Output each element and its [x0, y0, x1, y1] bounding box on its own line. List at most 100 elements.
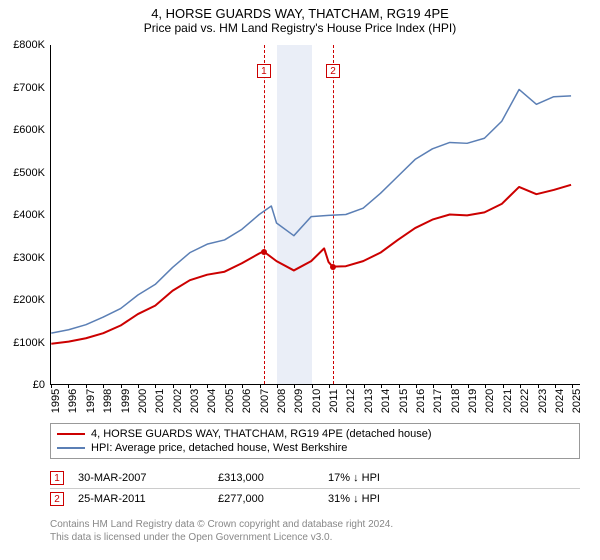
- x-axis-tick: [260, 384, 261, 388]
- page-subtitle: Price paid vs. HM Land Registry's House …: [0, 21, 600, 39]
- y-axis-label: £700K: [0, 82, 45, 94]
- x-axis-label: 2009: [293, 389, 305, 413]
- x-axis-label: 2001: [154, 389, 166, 413]
- x-axis-tick: [121, 384, 122, 388]
- x-axis-label: 2017: [432, 389, 444, 413]
- x-axis-label: 2015: [398, 389, 410, 413]
- transaction-price: £313,000: [218, 472, 328, 484]
- y-axis-label: £300K: [0, 252, 45, 264]
- transaction-date: 25-MAR-2011: [78, 493, 218, 505]
- x-axis-tick: [242, 384, 243, 388]
- x-axis-tick: [294, 384, 295, 388]
- plot-marker-label: 1: [257, 64, 271, 78]
- y-axis-label: £400K: [0, 209, 45, 221]
- x-axis-tick: [485, 384, 486, 388]
- transactions-table: 1 30-MAR-2007£313,00017% ↓ HPI 2 25-MAR-201…: [50, 468, 580, 509]
- x-axis-label: 2025: [571, 389, 583, 413]
- x-axis-tick: [225, 384, 226, 388]
- x-axis-tick: [451, 384, 452, 388]
- y-axis-label: £100K: [0, 337, 45, 349]
- legend-item: HPI: Average price, detached house, West…: [57, 442, 573, 454]
- transaction-diff: 31% ↓ HPI: [328, 493, 580, 505]
- x-axis-label: 1999: [120, 389, 132, 413]
- legend-item: 4, HORSE GUARDS WAY, THATCHAM, RG19 4PE …: [57, 428, 573, 440]
- transaction-price: £277,000: [218, 493, 328, 505]
- x-axis-label: 2022: [519, 389, 531, 413]
- x-axis-label: 2007: [259, 389, 271, 413]
- legend-label: 4, HORSE GUARDS WAY, THATCHAM, RG19 4PE …: [91, 428, 432, 440]
- x-axis-tick: [520, 384, 521, 388]
- x-axis-label: 2005: [224, 389, 236, 413]
- x-axis-label: 2006: [241, 389, 253, 413]
- footnote-line: This data is licensed under the Open Gov…: [50, 531, 580, 544]
- x-axis-label: 2012: [345, 389, 357, 413]
- x-axis-tick: [312, 384, 313, 388]
- x-axis-label: 1997: [85, 389, 97, 413]
- x-axis-tick: [329, 384, 330, 388]
- x-axis-tick: [468, 384, 469, 388]
- transaction-diff: 17% ↓ HPI: [328, 472, 580, 484]
- legend-label: HPI: Average price, detached house, West…: [91, 442, 347, 454]
- x-axis-label: 2002: [172, 389, 184, 413]
- y-axis-label: £0: [0, 379, 45, 391]
- y-axis-label: £500K: [0, 167, 45, 179]
- x-axis-label: 2000: [137, 389, 149, 413]
- x-axis-label: 2018: [450, 389, 462, 413]
- x-axis-tick: [399, 384, 400, 388]
- x-axis-tick: [503, 384, 504, 388]
- transaction-badge: 2: [50, 492, 64, 506]
- legend-swatch: [57, 433, 85, 435]
- page-title: 4, HORSE GUARDS WAY, THATCHAM, RG19 4PE: [0, 0, 600, 21]
- x-axis-tick: [68, 384, 69, 388]
- x-axis-tick: [138, 384, 139, 388]
- y-axis-label: £600K: [0, 124, 45, 136]
- transaction-date: 30-MAR-2007: [78, 472, 218, 484]
- series-marker: [330, 264, 336, 270]
- chart: 12 £0£100K£200K£300K£400K£500K£600K£700K…: [50, 45, 580, 385]
- x-axis-tick: [86, 384, 87, 388]
- x-axis-tick: [555, 384, 556, 388]
- y-axis-label: £800K: [0, 39, 45, 51]
- x-axis-tick: [381, 384, 382, 388]
- footnote: Contains HM Land Registry data © Crown c…: [50, 518, 580, 544]
- legend: 4, HORSE GUARDS WAY, THATCHAM, RG19 4PE …: [50, 423, 580, 459]
- x-axis-label: 2014: [380, 389, 392, 413]
- transaction-row: 2 25-MAR-2011£277,00031% ↓ HPI: [50, 489, 580, 509]
- x-axis-label: 2023: [537, 389, 549, 413]
- x-axis-label: 2016: [415, 389, 427, 413]
- x-axis-label: 2024: [554, 389, 566, 413]
- transaction-row: 1 30-MAR-2007£313,00017% ↓ HPI: [50, 468, 580, 489]
- x-axis-tick: [173, 384, 174, 388]
- x-axis-label: 2008: [276, 389, 288, 413]
- transaction-badge: 1: [50, 471, 64, 485]
- plot-marker-label: 2: [326, 64, 340, 78]
- x-axis-tick: [51, 384, 52, 388]
- x-axis-label: 2021: [502, 389, 514, 413]
- x-axis-tick: [277, 384, 278, 388]
- y-axis-label: £200K: [0, 294, 45, 306]
- x-axis-tick: [572, 384, 573, 388]
- x-axis-tick: [190, 384, 191, 388]
- series-hpi: [51, 89, 571, 333]
- x-axis-label: 2019: [467, 389, 479, 413]
- x-axis-label: 2010: [311, 389, 323, 413]
- x-axis-label: 1996: [67, 389, 79, 413]
- x-axis-label: 1995: [50, 389, 62, 413]
- x-axis-label: 2003: [189, 389, 201, 413]
- line-series-svg: [51, 45, 580, 384]
- x-axis-label: 2020: [484, 389, 496, 413]
- x-axis-label: 1998: [102, 389, 114, 413]
- footnote-line: Contains HM Land Registry data © Crown c…: [50, 518, 580, 531]
- x-axis-tick: [364, 384, 365, 388]
- series-marker: [261, 249, 267, 255]
- series-price_paid: [51, 185, 571, 344]
- x-axis-label: 2011: [328, 389, 340, 413]
- x-axis-tick: [207, 384, 208, 388]
- x-axis-tick: [416, 384, 417, 388]
- x-axis-label: 2013: [363, 389, 375, 413]
- legend-swatch: [57, 447, 85, 449]
- x-axis-tick: [155, 384, 156, 388]
- x-axis-tick: [433, 384, 434, 388]
- x-axis-tick: [538, 384, 539, 388]
- x-axis-tick: [103, 384, 104, 388]
